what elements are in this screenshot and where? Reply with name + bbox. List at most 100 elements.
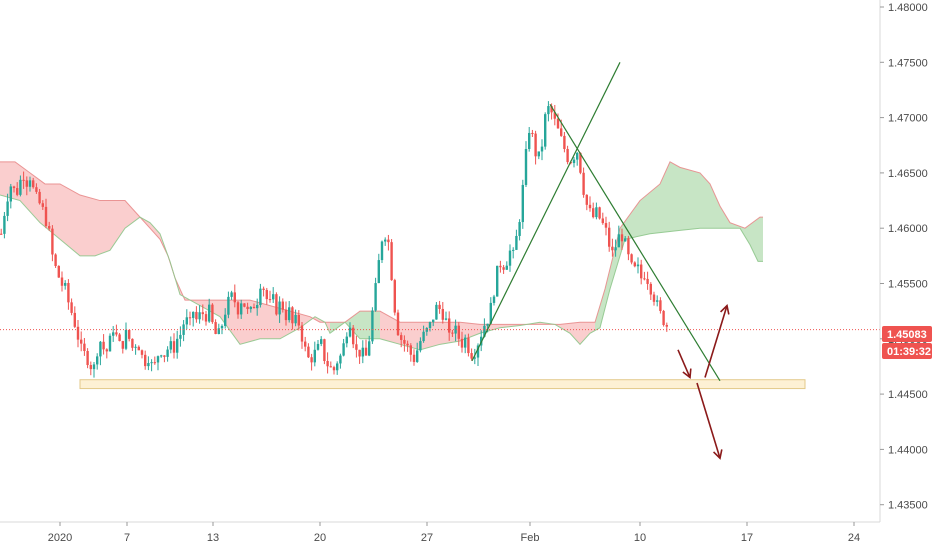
cloud-segment xyxy=(580,322,590,345)
countdown-label: 01:39:32 xyxy=(887,346,931,358)
candle-body xyxy=(166,349,169,357)
candle-body xyxy=(96,356,99,365)
candle-body xyxy=(656,300,659,302)
cloud-segment xyxy=(125,200,140,229)
candle-body xyxy=(86,351,89,366)
candle-body xyxy=(54,254,57,266)
candle-body xyxy=(563,135,566,149)
arrow-head[interactable] xyxy=(713,449,723,460)
candle-body xyxy=(262,288,265,290)
candle-body xyxy=(617,234,620,248)
candle-body xyxy=(185,317,188,325)
candle-body xyxy=(284,309,288,321)
price-tick-label: 1.43500 xyxy=(888,500,928,512)
candle-body xyxy=(496,265,499,297)
candle-body xyxy=(297,314,300,326)
candle-body xyxy=(339,355,342,364)
candle-body xyxy=(332,367,336,371)
candle-body xyxy=(89,365,92,370)
candle-body xyxy=(32,180,35,188)
candle-body xyxy=(361,347,364,357)
price-tick-label: 1.47000 xyxy=(888,113,928,125)
candle-body xyxy=(252,306,256,309)
candle-body xyxy=(464,337,467,348)
candle-body xyxy=(604,223,608,228)
price-tick-label: 1.46500 xyxy=(888,168,928,180)
candle-body xyxy=(505,265,508,270)
time-tick-label: 7 xyxy=(124,532,130,544)
candle-body xyxy=(201,312,204,315)
candle-body xyxy=(400,335,403,340)
candle-body xyxy=(502,267,505,270)
candle-body xyxy=(323,339,326,362)
candle-body xyxy=(265,289,268,300)
cloud-segment xyxy=(260,302,270,339)
candle-body xyxy=(208,304,211,322)
candle-body xyxy=(259,288,262,306)
candle-body xyxy=(76,326,80,340)
candle-body xyxy=(614,247,617,251)
cloud-segment xyxy=(750,218,758,262)
time-tick-label: 13 xyxy=(207,532,219,544)
candle-body xyxy=(6,201,9,216)
cloud-segment xyxy=(758,217,760,262)
candle-body xyxy=(512,249,515,251)
candle-body xyxy=(41,203,44,207)
candle-body xyxy=(137,346,140,351)
price-tick-label: 1.44500 xyxy=(888,389,928,401)
candle-body xyxy=(16,188,19,195)
candle-body xyxy=(243,303,246,307)
candle-body xyxy=(278,301,281,315)
cloud-segment xyxy=(700,172,710,229)
trendline[interactable] xyxy=(471,62,621,362)
candle-body xyxy=(256,305,259,309)
candle-body xyxy=(483,325,486,337)
support-rectangle[interactable] xyxy=(79,379,806,390)
candle-body xyxy=(422,331,425,342)
cloud-segment xyxy=(595,305,600,331)
candle-body xyxy=(300,325,304,342)
trendlines[interactable] xyxy=(471,62,721,382)
cloud-segment xyxy=(360,311,380,339)
time-tick-label: 10 xyxy=(634,532,646,544)
candle-body xyxy=(118,334,121,342)
candle-body xyxy=(310,357,313,363)
arrow-head[interactable] xyxy=(720,304,730,315)
cloud-segment xyxy=(150,222,160,240)
time-axis[interactable]: 2020 7 13 20 27 Feb 10 17 24 xyxy=(0,521,880,544)
candle-body xyxy=(592,208,595,218)
candle-body xyxy=(105,349,108,352)
arrow-shaft[interactable] xyxy=(696,382,721,459)
candle-body xyxy=(524,148,528,185)
candle-body xyxy=(572,159,576,164)
candle-body xyxy=(374,283,377,311)
candle-body xyxy=(611,246,614,251)
arrow-shaft[interactable] xyxy=(704,305,728,378)
candle-body xyxy=(3,215,6,234)
candle-body xyxy=(579,152,582,173)
candle-body xyxy=(448,318,451,333)
price-tick-label: 1.44000 xyxy=(888,444,928,456)
cloud-segment xyxy=(670,161,680,232)
cloud-segment xyxy=(110,200,125,251)
candle-body xyxy=(217,328,220,335)
candle-body xyxy=(44,206,48,227)
arrow-head[interactable] xyxy=(682,368,692,380)
cloud-segment xyxy=(250,300,260,342)
candle-body xyxy=(620,234,624,242)
plot-background xyxy=(0,0,880,522)
candle-body xyxy=(281,301,284,310)
projection-arrows[interactable] xyxy=(677,304,730,460)
support-zone xyxy=(79,379,806,390)
candle-body xyxy=(627,238,630,255)
cloud-segment xyxy=(600,289,605,328)
price-axis[interactable]: 1.48000 1.47500 1.47000 1.46500 1.46000 1.455… xyxy=(879,0,928,522)
candle-body xyxy=(553,112,556,119)
candle-body xyxy=(38,191,41,204)
trendline[interactable] xyxy=(549,104,721,382)
candle-body xyxy=(416,350,419,362)
arrow-shaft[interactable] xyxy=(677,349,691,378)
candle-body xyxy=(368,341,371,356)
candle-body xyxy=(387,239,390,243)
